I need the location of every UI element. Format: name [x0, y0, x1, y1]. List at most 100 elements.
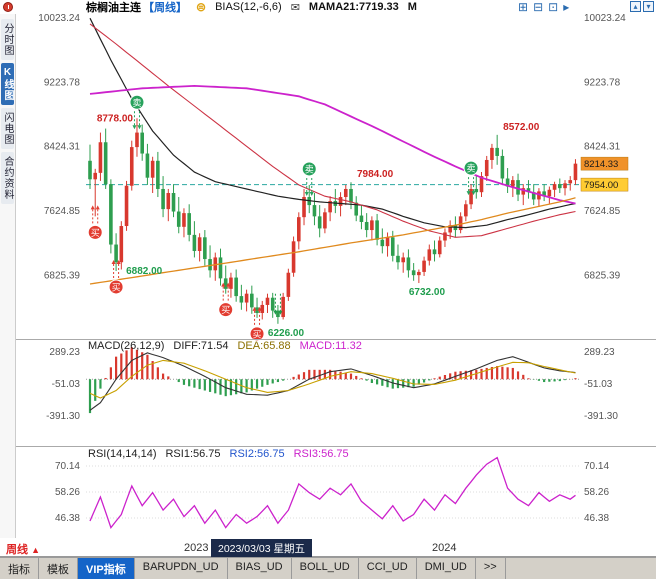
buy-signal-marker [87, 224, 103, 240]
svg-text:7624.85: 7624.85 [584, 206, 621, 217]
chart-header-bar: 棕榈油主连 【周线】 ⊜ BIAS(12,-6,6) ✉ MAMA21:7719… [0, 0, 656, 14]
rsi-line [89, 456, 576, 529]
buy-signal-marker [108, 279, 124, 295]
sell-signal-marker [129, 94, 145, 110]
period-button-label: 周线 [6, 544, 28, 556]
svg-text:7624.85: 7624.85 [44, 206, 81, 217]
rsi1-value: RSI1:56.75 [165, 448, 221, 460]
buy-signal-marker [218, 302, 234, 318]
svg-text:9223.78: 9223.78 [44, 77, 81, 88]
svg-text:10023.24: 10023.24 [38, 14, 80, 24]
tab-vip-indicator[interactable]: VIP指标 [78, 558, 135, 579]
sidebar-item-contract-info[interactable]: 合约资料 [1, 152, 14, 204]
svg-text:买: 买 [91, 228, 100, 238]
svg-text:-391.30: -391.30 [46, 411, 80, 422]
bias-indicator-label[interactable]: BIAS(12,-6,6) [215, 1, 282, 13]
svg-text:6825.39: 6825.39 [44, 271, 81, 282]
svg-text:买: 买 [221, 305, 230, 315]
tab-cci-ud[interactable]: CCI_UD [359, 558, 417, 579]
price-tag [580, 177, 629, 192]
price-annotation: 8572.00 [503, 122, 540, 133]
svg-text:58.26: 58.26 [55, 487, 80, 498]
instrument-title: 棕榈油主连 [86, 2, 141, 14]
sidebar-item-kline-chart[interactable]: K线图 [1, 63, 14, 105]
sidebar-item-time-chart[interactable]: 分时图 [1, 19, 14, 60]
svg-text:46.38: 46.38 [584, 513, 609, 524]
svg-text:8424.31: 8424.31 [44, 142, 81, 153]
rsi3-value: RSI3:56.75 [293, 448, 349, 460]
price-annotation: 7984.00 [357, 169, 394, 180]
mama-indicator-label[interactable]: MAMA21:7719.33 [308, 1, 399, 13]
svg-text:70.14: 70.14 [55, 461, 80, 472]
tab-dmi-ud[interactable]: DMI_UD [417, 558, 476, 579]
next-page-icon[interactable]: ▸ [563, 0, 570, 14]
indicator-tab-bar: 指标 模板 VIP指标 BARUPDN_UD BIAS_UD BOLL_UD C… [0, 557, 656, 579]
svg-text:7954.00: 7954.00 [584, 180, 618, 191]
buy-signal-marker [249, 326, 265, 342]
time-axis-row: 周线 ▲ 2023 2023/03/03 星期五 2024 [0, 538, 656, 558]
sidebar-item-flash-chart[interactable]: 闪电图 [1, 108, 14, 149]
tab-template[interactable]: 模板 [39, 558, 78, 579]
year-label-2023: 2023 [184, 542, 209, 554]
sell-signal-marker [301, 161, 317, 177]
grid-layout-icon[interactable]: ⊞ [518, 0, 529, 14]
svg-text:10023.24: 10023.24 [584, 14, 626, 24]
mama-line [89, 84, 576, 205]
svg-text:-391.30: -391.30 [584, 411, 618, 422]
window-layout-icons: ⊞ ⊟ ⊡ ▸ [518, 0, 569, 14]
price-annotation: 8778.00 [97, 113, 134, 124]
selected-date-label: 2023/03/03 星期五 [211, 539, 312, 558]
tab-boll-ud[interactable]: BOLL_UD [292, 558, 359, 579]
chevron-up-icon: ▲ [31, 545, 40, 555]
chart-title-group: 棕榈油主连 【周线】 ⊜ BIAS(12,-6,6) ✉ MAMA21:7719… [86, 0, 417, 14]
clock-icon[interactable] [3, 2, 13, 12]
macd-diff-value: DIFF:71.54 [173, 340, 229, 352]
svg-text:卖: 卖 [305, 164, 314, 174]
mail-icon[interactable]: ✉ [290, 1, 300, 14]
candles-layer[interactable] [88, 118, 578, 324]
price-tag [580, 156, 629, 171]
price-annotation: 6882.00 [126, 266, 163, 277]
svg-text:70.14: 70.14 [584, 461, 609, 472]
tab-indicator[interactable]: 指标 [0, 558, 39, 579]
price-annotation: 6226.00 [268, 328, 305, 339]
year-label-2024: 2024 [432, 542, 457, 554]
price-annotation: 6732.00 [409, 287, 446, 298]
macd-name-label[interactable]: MACD(26,12,9) [88, 340, 165, 352]
ma-long-line [89, 17, 576, 229]
svg-text:8424.31: 8424.31 [584, 142, 621, 153]
svg-text:9223.78: 9223.78 [584, 77, 621, 88]
ma-mid-line [89, 23, 576, 238]
macd-macd-value: MACD:11.32 [299, 340, 362, 352]
period-button[interactable]: 周线 ▲ [6, 541, 40, 557]
split-layout-icon[interactable]: ⊟ [533, 0, 544, 14]
svg-text:289.23: 289.23 [584, 347, 615, 358]
svg-text:-51.03: -51.03 [52, 379, 81, 390]
rsi-pane-header: RSI(14,14,14) RSI1:56.75 RSI2:56.75 RSI3… [88, 448, 349, 460]
corner-icons: ▴ ▾ [630, 1, 654, 12]
svg-text:8214.33: 8214.33 [584, 159, 618, 170]
tab-barupdn-ud[interactable]: BARUPDN_UD [135, 558, 228, 579]
single-layout-icon[interactable]: ⊡ [548, 0, 559, 14]
rsi-name-label[interactable]: RSI(14,14,14) [88, 448, 157, 460]
period-tag: 【周线】 [143, 2, 187, 14]
macd-pane-header: MACD(26,12,9) DIFF:71.54 DEA:65.88 MACD:… [88, 340, 362, 352]
panel-down-icon[interactable]: ▾ [643, 1, 654, 12]
rsi2-value: RSI2:56.75 [229, 448, 285, 460]
tab-more[interactable]: >> [476, 558, 506, 579]
sell-signal-marker [463, 160, 479, 176]
chart-type-sidebar: 分时图 K线图 闪电图 合约资料 [0, 14, 16, 538]
svg-text:46.38: 46.38 [55, 513, 80, 524]
period-shortcut-label[interactable]: M [407, 1, 417, 13]
macd-dea-value: DEA:65.88 [237, 340, 291, 352]
panel-up-icon[interactable]: ▴ [630, 1, 641, 12]
svg-text:58.26: 58.26 [584, 487, 609, 498]
svg-text:卖: 卖 [467, 164, 476, 174]
pause-icon[interactable]: ⊜ [196, 0, 207, 14]
svg-text:买: 买 [253, 329, 262, 339]
svg-text:买: 买 [112, 282, 121, 292]
tab-bias-ud[interactable]: BIAS_UD [228, 558, 292, 579]
macd-dea-line [89, 359, 576, 399]
